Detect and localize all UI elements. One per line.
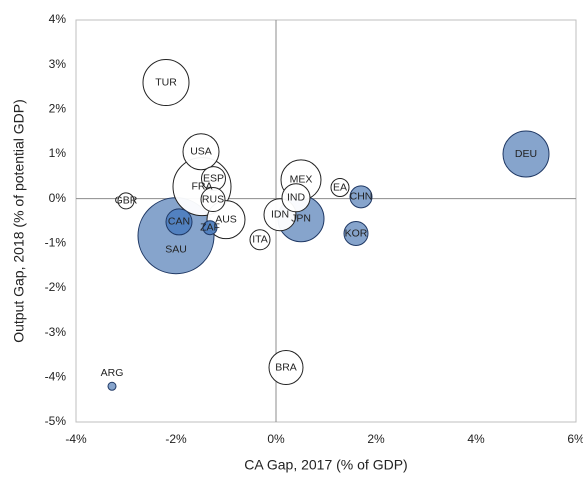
bubble-label: DEU <box>515 148 537 160</box>
bubble <box>268 350 304 386</box>
bubble <box>330 178 350 197</box>
bubble <box>202 220 218 236</box>
x-tick-label: 0% <box>267 432 285 446</box>
y-tick-label: 2% <box>49 102 67 116</box>
bubble-label: GBR <box>115 195 138 207</box>
y-axis-label: Output Gap, 2018 (% of potential GDP) <box>11 99 27 343</box>
bubble-label: USA <box>190 146 212 158</box>
bubble-label: ARG <box>101 367 124 379</box>
plot-frame <box>75 19 577 423</box>
bubble-label: RUS <box>202 193 224 205</box>
bubble-label: FRA <box>192 180 213 192</box>
bubble <box>182 133 220 171</box>
y-tick-label: -2% <box>45 280 67 294</box>
bubble-label: CAN <box>168 216 190 228</box>
x-axis-label: CA Gap, 2017 (% of GDP) <box>244 457 407 473</box>
y-tick-label: 4% <box>49 12 67 26</box>
bubble <box>117 192 135 210</box>
bubble-label: BRA <box>275 361 297 373</box>
bubble <box>142 59 190 107</box>
y-tick-label: 3% <box>49 57 67 71</box>
y-tick-label: -4% <box>45 370 67 384</box>
bubble-label: ZAF <box>200 221 220 233</box>
bubble-label: CHN <box>350 191 373 203</box>
bubble <box>200 187 226 213</box>
y-tick-label: 1% <box>49 146 67 160</box>
bubble <box>502 130 550 178</box>
bubble <box>249 229 271 251</box>
bubble-label: JPN <box>291 213 311 225</box>
bubble-label: TUR <box>155 76 177 88</box>
x-tick-label: 6% <box>567 432 583 446</box>
bubble-label: SAU <box>165 244 187 256</box>
bubble <box>281 183 311 213</box>
bubble <box>107 381 117 391</box>
x-tick-label: 2% <box>367 432 385 446</box>
y-tick-label: -1% <box>45 236 67 250</box>
x-tick-label: -4% <box>65 432 87 446</box>
bubble-label: EA <box>333 181 347 193</box>
y-tick-label: -3% <box>45 325 67 339</box>
bubble-label: IND <box>287 192 306 204</box>
bubble-label: MEX <box>290 174 313 186</box>
bubble-label: ESP <box>203 172 224 184</box>
x-tick-label: -2% <box>165 432 187 446</box>
bubble-label: AUS <box>215 213 237 225</box>
y-tick-label: 0% <box>49 191 67 205</box>
bubble <box>349 185 373 209</box>
bubble <box>165 208 193 236</box>
y-tick-label: -5% <box>45 414 67 428</box>
x-tick-label: 4% <box>467 432 485 446</box>
bubble <box>343 221 369 247</box>
bubble-label: KOR <box>345 227 368 239</box>
bubble-label: ITA <box>252 234 268 246</box>
bubble-label: IDN <box>271 209 289 221</box>
